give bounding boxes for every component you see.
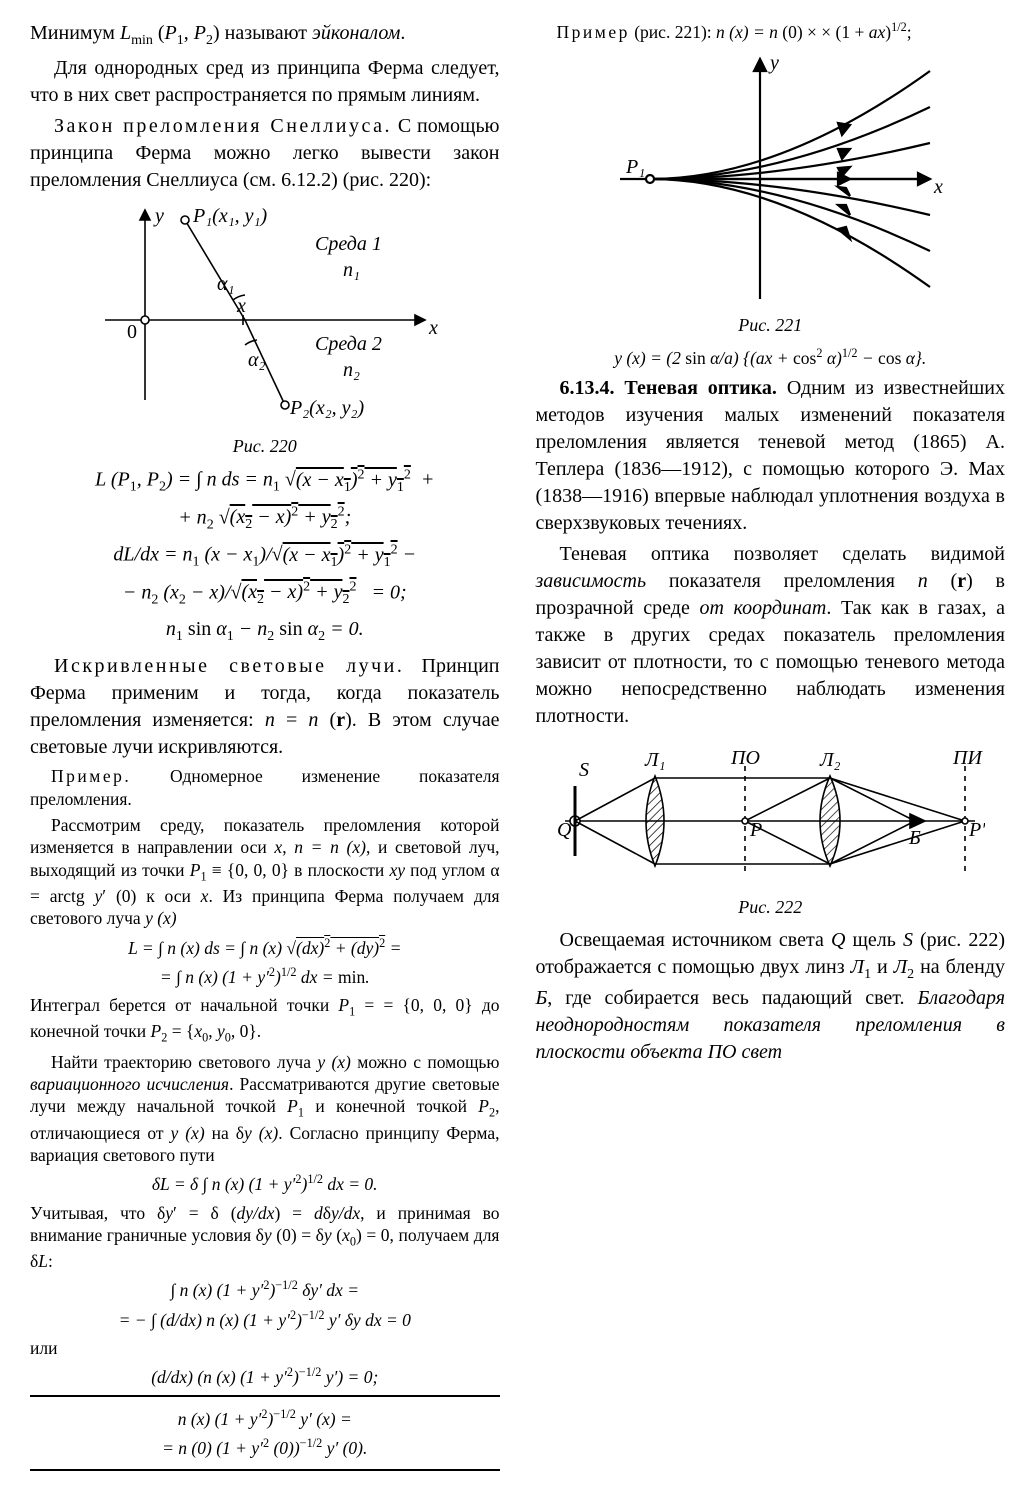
lbl-m1: Среда 1 [315,233,382,255]
eq-dLvar: δL = δ ∫ n (x) (1 + y′2)1/2 dx = 0. [30,1172,500,1195]
lbl-n1: n₁ [343,259,360,281]
lbl222-Pp: P′ [968,819,985,841]
right-or: или [30,1337,500,1359]
right-last: Освещаемая источником света Q щель S (ри… [536,927,1006,1066]
left-example-head: Пример. Одномерное изменение показателя … [30,765,500,810]
heading-text: Закон преломления Снел­лиуса. [54,115,392,137]
left-curved: Искривленные световые лучи. Принцип Ферм… [30,653,500,761]
eq-dL: dL/dx = n1 (x − x1)/√(x − x1)2 + y12 − [30,541,500,573]
eq-box2: = n (0) (1 + y′2 (0))−1/2 y′ (0). [30,1436,500,1459]
lbl221-y: y [768,52,779,74]
left-example-1: Рассмотрим среду, показатель преломления… [30,814,500,930]
heading-curved: Искривленные световые лучи. [54,655,404,677]
lbl222-L2: Л₂ [819,749,841,771]
left-example-2: Интеграл берется от начальной точки P1 =… [30,994,500,1046]
fig-222-caption: Рис. 222 [536,895,1006,919]
lbl-xtick: x [236,295,246,317]
lbl222-L1: Л₁ [644,749,666,771]
eq-Lint2: = ∫ n (x) (1 + y′2)1/2 dx = min. [30,965,500,988]
left-p2: Для однородных сред из принципа Ферма сл… [30,55,500,109]
left-p1: Минимум Lmin (P1, P2) называют эйкона­ло… [30,20,500,51]
eq-Lint: L = ∫ n (x) ds = ∫ n (x) √(dx)2 + (dy)2 … [30,936,500,959]
right-shadow-body1: Одним из известнейших методов изучения м… [536,377,1006,534]
eq-sin: n1 sin α1 − n2 sin α2 = 0. [30,616,500,647]
eq-top1: ∫ n (x) (1 + y′2)−1/2 δy′ dx = [30,1278,500,1301]
fig-220-caption: Рис. 220 [30,434,500,458]
lbl-m2: Среда 2 [315,333,382,355]
heading-shadow: 6.13.4. Теневая оптика. [560,377,777,399]
eq-mid: (d/dx) (n (x) (1 + y′2)−1/2 y′) = 0; [30,1365,500,1388]
lbl-n2: n₂ [343,359,360,381]
eq-L: L (P1, P2) = ∫ n ds = n1 √(x − x1)2 + y1… [30,466,500,498]
lbl222-PI: ПИ [952,747,983,769]
right-shadow-head: 6.13.4. Теневая оптика. Одним из известн… [536,375,1006,537]
lbl-a2: α₂ [248,349,265,371]
eq-L2: + n2 √(x2 − x)2 + y22; [30,504,500,536]
fig-221-caption: Рис. 221 [536,313,1006,337]
right-example: Пример (рис. 221): n (x) = n (0) × × (1 … [536,20,1006,43]
left-example-4: Учитывая, что δy′ = δ (dy/dx) = dδy/dx, … [30,1202,500,1273]
lbl-a1: α₁ [217,273,234,295]
lbl-x: x [428,317,438,339]
lbl-P2: P₂(x₂, y₂) [289,397,364,419]
lbl222-S: S [579,759,589,781]
lbl221-x: x [933,176,943,198]
eq-box1: n (x) (1 + y′2)−1/2 y′ (x) = [30,1407,500,1430]
lbl222-Q: Q [557,819,572,841]
lbl222-P: P [749,819,762,841]
right-shadow-body2: Теневая оптика позволяет сделать ви­димо… [536,541,1006,730]
lbl222-PO: ПО [730,747,760,769]
left-snell-heading: Закон преломления Снел­лиуса. С помощью … [30,113,500,194]
left-example-3: Найти траекторию светового луча y (x) мо… [30,1051,500,1167]
fig-220: y x P₁(x₁, y₁) P₂(x₂, y₂) α₁ α₂ Среда 1 … [85,200,445,430]
lbl222-B: Б [908,827,921,849]
fig-221: y x P₁ [590,49,950,309]
lbl-O: 0 [127,321,137,343]
boxed-result: n (x) (1 + y′2)−1/2 y′ (x) = = n (0) (1 … [30,1395,500,1471]
fig-222: S Л₁ ПО Л₂ ПИ Q P Б P′ [555,736,985,891]
eq-dL2: − n2 (x2 − x)/√(x2 − x)2 + y22 = 0; [30,579,500,611]
lbl-P1: P₁(x₁, y₁) [192,205,267,227]
lbl-y: y [153,205,164,227]
lbl221-P1: P₁ [625,156,645,178]
eq-y: y (x) = (2 sin α/a) {(ax + cos2 α)1/2 − … [536,346,1006,369]
eq-top2: = − ∫ (d/dx) n (x) (1 + y′2)−1/2 y′ δy d… [30,1308,500,1331]
